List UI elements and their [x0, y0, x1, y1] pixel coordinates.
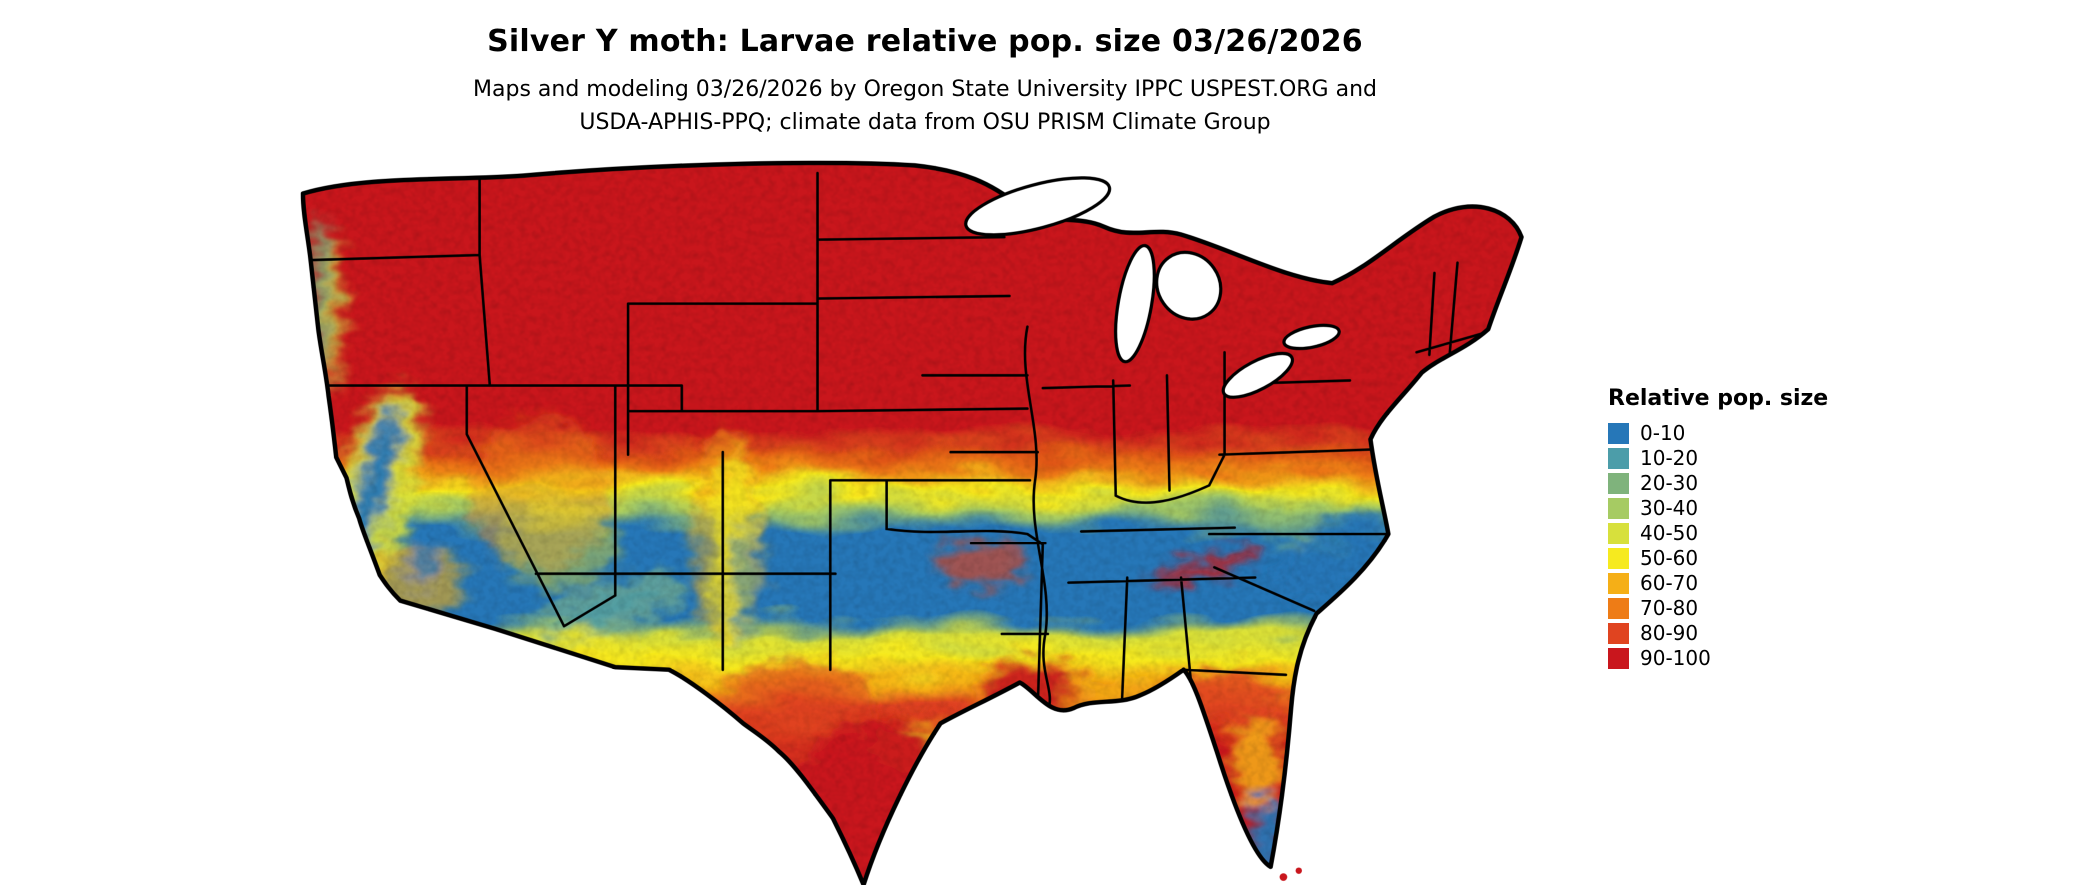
- lake-huron: [1155, 250, 1223, 321]
- legend-title: Relative pop. size: [1608, 386, 1829, 411]
- legend-label: 30-40: [1640, 496, 1699, 520]
- legend-row: 0-10: [1608, 421, 1908, 446]
- subtitle-line-1: Maps and modeling 03/26/2026 by Oregon S…: [473, 77, 1377, 102]
- legend-swatch: [1608, 448, 1629, 469]
- legend-swatch: [1608, 523, 1629, 544]
- legend-swatch: [1608, 548, 1629, 569]
- lake-erie: [1221, 351, 1294, 399]
- raster-noise-texture: [302, 162, 1522, 885]
- legend-label: 90-100: [1640, 646, 1711, 670]
- legend-swatch: [1608, 623, 1629, 644]
- state-borders: [309, 171, 1490, 712]
- legend-label: 70-80: [1640, 596, 1699, 620]
- legend-row: 30-40: [1608, 496, 1908, 521]
- legend: Relative pop. size 0-10 10-20 20-30 30-4…: [1608, 386, 1908, 671]
- raster-layer: [302, 162, 1522, 885]
- legend-swatch: [1608, 473, 1629, 494]
- us-map: [300, 160, 1524, 885]
- lake-superior: [964, 176, 1112, 237]
- us-outline: [300, 160, 1524, 885]
- legend-row: 40-50: [1608, 521, 1908, 546]
- map-title: Silver Y moth: Larvae relative pop. size…: [487, 24, 1363, 59]
- legend-label: 60-70: [1640, 571, 1699, 595]
- legend-label: 20-30: [1640, 471, 1699, 495]
- legend-row: 80-90: [1608, 621, 1908, 646]
- great-lakes: [964, 176, 1341, 399]
- legend-row: 70-80: [1608, 596, 1908, 621]
- legend-row: 90-100: [1608, 646, 1908, 671]
- legend-swatch: [1608, 648, 1629, 669]
- subtitle-line-2: USDA-APHIS-PPQ; climate data from OSU PR…: [579, 110, 1271, 135]
- legend-label: 40-50: [1640, 521, 1699, 545]
- florida-keys: [1279, 867, 1302, 881]
- legend-label: 80-90: [1640, 621, 1699, 645]
- us-map-container: [285, 160, 1565, 885]
- legend-label: 10-20: [1640, 446, 1699, 470]
- lake-michigan: [1114, 243, 1156, 364]
- lake-ontario: [1282, 323, 1341, 351]
- legend-swatch: [1608, 598, 1629, 619]
- legend-row: 10-20: [1608, 446, 1908, 471]
- legend-swatch: [1608, 573, 1629, 594]
- legend-label: 50-60: [1640, 546, 1699, 570]
- figure-header: Silver Y moth: Larvae relative pop. size…: [0, 24, 1850, 139]
- legend-row: 60-70: [1608, 571, 1908, 596]
- legend-row: 20-30: [1608, 471, 1908, 496]
- legend-swatch: [1608, 498, 1629, 519]
- map-subtitle: Maps and modeling 03/26/2026 by Oregon S…: [0, 73, 1850, 139]
- legend-swatch: [1608, 423, 1629, 444]
- legend-label: 0-10: [1640, 421, 1686, 445]
- legend-row: 50-60: [1608, 546, 1908, 571]
